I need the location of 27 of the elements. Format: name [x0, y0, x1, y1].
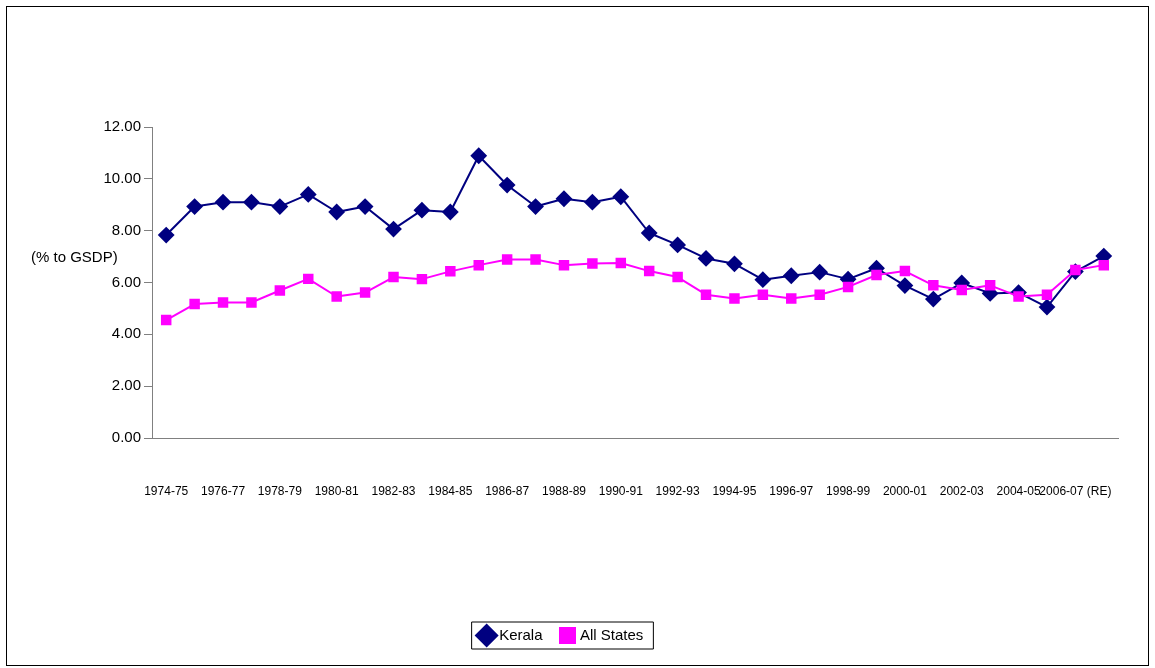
y-tick-label: 0.00: [111, 428, 141, 446]
x-tick-label: 1994-95: [712, 483, 757, 498]
x-tick-label: 2006-07 (RE): [1039, 483, 1112, 498]
x-tick-label: 1986-87: [485, 483, 530, 498]
y-tick-label: 12.00: [103, 117, 141, 135]
y-tick-label: 4.00: [111, 324, 141, 342]
x-tick-label: 1988-89: [541, 483, 587, 498]
x-tick-label: 1978-79: [257, 483, 303, 498]
x-tick-label: 1974-75: [144, 483, 189, 498]
y-tick-label: 2.00: [111, 376, 141, 394]
x-tick-label: 2002-03: [939, 483, 985, 498]
x-tick-label: 1992-93: [655, 483, 700, 498]
x-tick-label: 1998-99: [826, 483, 871, 498]
y-tick-label: 6.00: [111, 272, 141, 290]
y-axis-title: (% to GSDP): [31, 247, 118, 265]
x-tick-label: 2000-01: [882, 483, 928, 498]
x-tick-label: 1984-85: [428, 483, 473, 498]
x-tick-label: 1976-77: [201, 483, 246, 498]
x-tick-label: 1980-81: [314, 483, 360, 498]
legend-label: All States: [580, 625, 644, 643]
y-tick-label: 10.00: [103, 168, 141, 186]
x-tick-label: 1996-97: [769, 483, 814, 498]
legend-label: Kerala: [499, 625, 544, 643]
x-tick-label: 2004-05: [996, 483, 1041, 498]
x-tick-label: 1990-91: [598, 483, 644, 498]
y-tick-label: 8.00: [111, 220, 141, 238]
x-tick-label: 1982-83: [371, 483, 416, 498]
